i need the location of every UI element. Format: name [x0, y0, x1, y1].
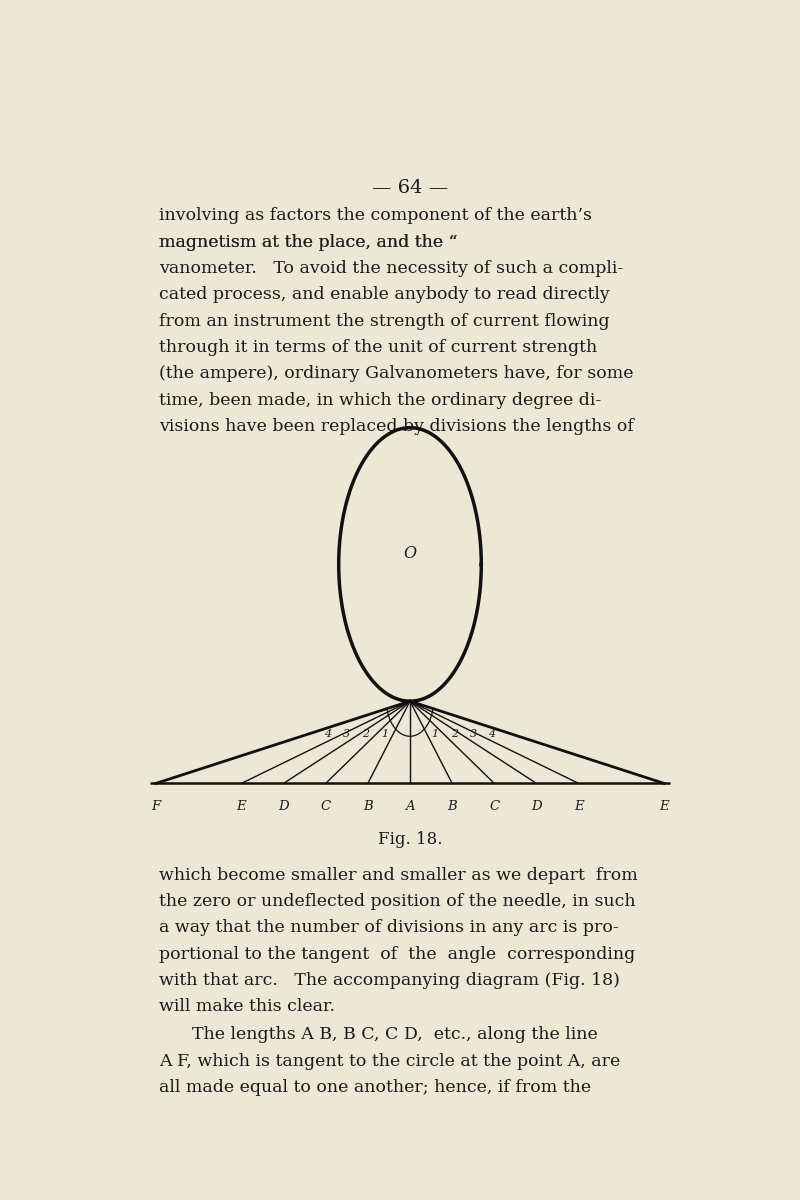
Text: 4: 4	[489, 728, 496, 738]
Text: the zero or undeflected position of the needle, in such: the zero or undeflected position of the …	[159, 893, 635, 910]
Text: magnetism at the place, and the “: magnetism at the place, and the “	[159, 234, 458, 251]
Text: time, been made, in which the ordinary degree di-: time, been made, in which the ordinary d…	[159, 391, 601, 409]
Text: 3: 3	[470, 728, 477, 738]
Text: C: C	[321, 800, 330, 814]
Text: 1: 1	[432, 728, 438, 738]
Text: magnetism at the place, and the “: magnetism at the place, and the “	[159, 234, 458, 251]
Text: magnetism at the place, and the “constant” of the Gal-: magnetism at the place, and the “constan…	[159, 234, 640, 251]
Text: B: B	[447, 800, 457, 814]
Text: Fig. 18.: Fig. 18.	[378, 832, 442, 848]
Text: which become smaller and smaller as we depart  from: which become smaller and smaller as we d…	[159, 866, 638, 883]
Text: — 64 —: — 64 —	[372, 179, 448, 197]
Text: portional to the tangent  of  the  angle  corresponding: portional to the tangent of the angle co…	[159, 946, 635, 962]
Text: (the ampere), ordinary Galvanometers have, for some: (the ampere), ordinary Galvanometers hav…	[159, 365, 634, 383]
Text: A: A	[405, 800, 415, 814]
Text: C: C	[490, 800, 499, 814]
Text: E: E	[659, 800, 669, 814]
Text: vanometer.   To avoid the necessity of such a compli-: vanometer. To avoid the necessity of suc…	[159, 260, 623, 277]
Text: through it in terms of the unit of current strength: through it in terms of the unit of curre…	[159, 338, 597, 356]
Text: 2: 2	[450, 728, 458, 738]
Text: E: E	[574, 800, 583, 814]
Text: cated process, and enable anybody to read directly: cated process, and enable anybody to rea…	[159, 287, 610, 304]
Text: D: D	[531, 800, 542, 814]
Text: involving as factors the component of the earth’s: involving as factors the component of th…	[159, 208, 592, 224]
Text: A F, which is tangent to the circle at the point A, are: A F, which is tangent to the circle at t…	[159, 1052, 620, 1069]
Text: will make this clear.: will make this clear.	[159, 998, 335, 1015]
Text: all made equal to one another; hence, if from the: all made equal to one another; hence, if…	[159, 1079, 591, 1096]
Text: visions have been replaced by divisions the lengths of: visions have been replaced by divisions …	[159, 418, 634, 434]
Text: E: E	[237, 800, 246, 814]
Text: The lengths A B, B C, C D,  etc., along the line: The lengths A B, B C, C D, etc., along t…	[159, 1026, 598, 1044]
Text: 4: 4	[324, 728, 331, 738]
Text: 1: 1	[382, 728, 388, 738]
Text: magnetism at the place, and the “: magnetism at the place, and the “	[159, 234, 458, 251]
Text: 2: 2	[362, 728, 370, 738]
Text: D: D	[278, 800, 289, 814]
Text: magnetism at the place, and the “constant” of the Gal-: magnetism at the place, and the “constan…	[159, 234, 640, 251]
Text: a way that the number of divisions in any arc is pro-: a way that the number of divisions in an…	[159, 919, 618, 936]
Text: O: O	[403, 545, 417, 562]
Text: from an instrument the strength of current flowing: from an instrument the strength of curre…	[159, 313, 610, 330]
Text: B: B	[363, 800, 373, 814]
Text: with that arc.   The accompanying diagram (Fig. 18): with that arc. The accompanying diagram …	[159, 972, 620, 989]
Text: 3: 3	[343, 728, 350, 738]
Text: F: F	[151, 800, 161, 814]
